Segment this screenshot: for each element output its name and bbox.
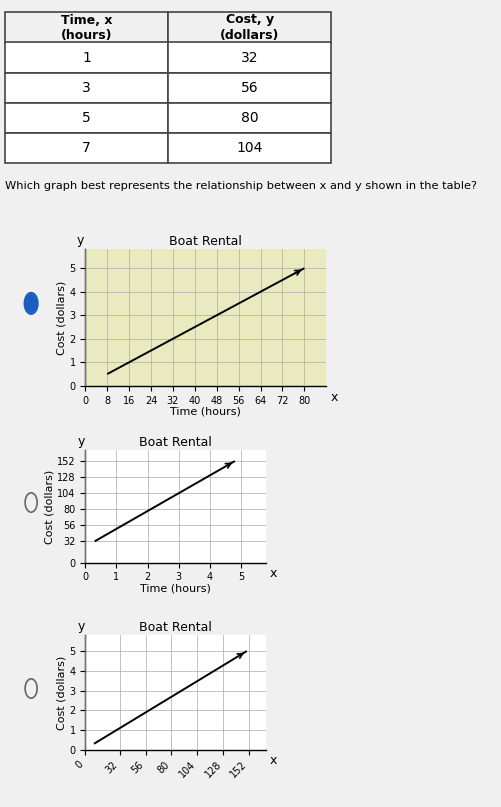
Y-axis label: Cost (dollars): Cost (dollars) <box>57 281 67 355</box>
Text: y: y <box>78 435 85 448</box>
Text: Which graph best represents the relationship between x and y shown in the table?: Which graph best represents the relation… <box>5 181 476 191</box>
Title: Boat Rental: Boat Rental <box>169 235 242 249</box>
X-axis label: Time (hours): Time (hours) <box>170 407 241 417</box>
Text: x: x <box>331 391 338 404</box>
Title: Boat Rental: Boat Rental <box>139 621 212 634</box>
Text: y: y <box>77 234 84 247</box>
Title: Boat Rental: Boat Rental <box>139 436 212 449</box>
Y-axis label: Cost (dollars): Cost (dollars) <box>57 655 67 730</box>
Text: y: y <box>78 620 85 633</box>
Y-axis label: Cost (dollars): Cost (dollars) <box>44 470 54 544</box>
Text: x: x <box>269 755 277 767</box>
Text: x: x <box>269 567 277 580</box>
X-axis label: Time (hours): Time (hours) <box>140 583 211 594</box>
